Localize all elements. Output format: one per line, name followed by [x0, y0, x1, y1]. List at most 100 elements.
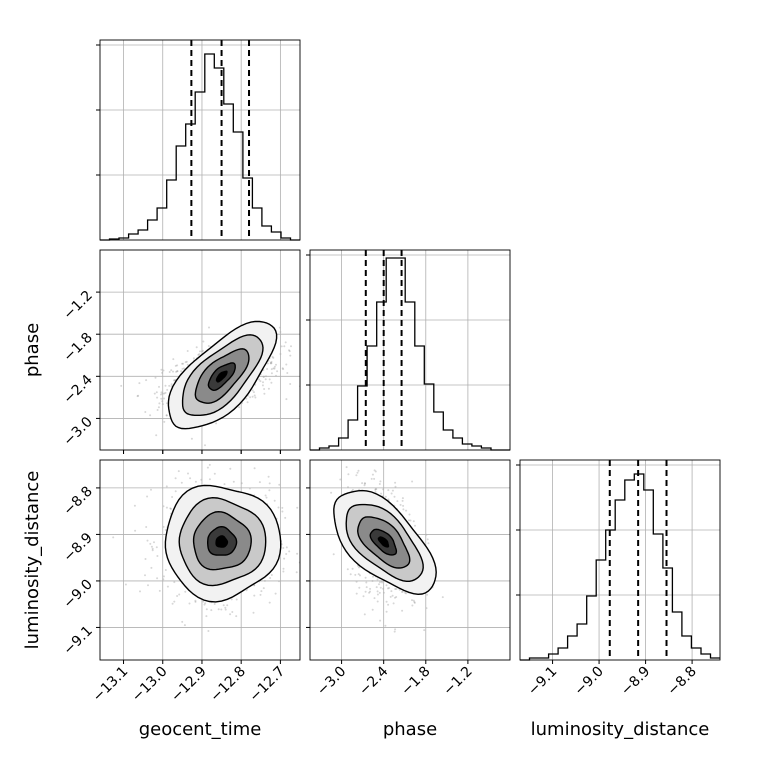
panel-luminosity-distance-vs-phase-point — [372, 575, 374, 578]
panel-luminosity-distance-vs-geocent-time-point — [133, 504, 136, 507]
panel-luminosity-distance-vs-phase-point — [401, 609, 404, 612]
panel-phase-vs-geocent-time-point — [268, 378, 271, 381]
panel-luminosity-distance-vs-geocent-time-point — [112, 536, 115, 539]
panel-phase-vs-geocent-time-point — [155, 434, 158, 437]
panel-phase-vs-geocent-time-point — [282, 368, 285, 371]
panel-phase-vs-geocent-time-point — [168, 371, 171, 373]
panel-luminosity-distance-vs-phase-point — [385, 610, 388, 613]
panel-phase-vs-geocent-time-point — [144, 411, 147, 413]
hist-panel-phase-frame — [309, 249, 511, 451]
panel-luminosity-distance-vs-phase-point — [378, 583, 380, 586]
x-tick-label-geocent-time-1: −13.0 — [129, 664, 171, 706]
panel-phase-vs-geocent-time-point — [270, 368, 273, 371]
panel-luminosity-distance-vs-phase-point — [409, 519, 412, 522]
panel-luminosity-distance-vs-geocent-time-point — [194, 600, 197, 603]
panel-luminosity-distance-vs-geocent-time-point — [165, 506, 168, 509]
panel-luminosity-distance-vs-geocent-time-point — [301, 570, 303, 572]
panel-luminosity-distance-vs-geocent-time-point — [278, 483, 281, 486]
panel-phase-vs-geocent-time-point — [176, 364, 179, 367]
panel-luminosity-distance-vs-phase-contour-2 — [356, 516, 411, 569]
panel-luminosity-distance-vs-phase-point — [413, 601, 416, 603]
panel-phase-vs-geocent-time-point — [160, 368, 163, 371]
panel-luminosity-distance-vs-phase-point — [379, 586, 382, 589]
panel-luminosity-distance-vs-geocent-time-point — [224, 608, 227, 611]
panel-phase-vs-geocent-time-point — [172, 370, 174, 373]
panel-luminosity-distance-vs-phase-point — [364, 590, 367, 593]
panel-phase-vs-geocent-time-point — [246, 401, 249, 404]
panel-phase-vs-geocent-time-point — [312, 337, 314, 339]
panel-phase-vs-geocent-time-point — [155, 391, 158, 394]
panel-luminosity-distance-vs-geocent-time-point — [169, 507, 172, 510]
panel-luminosity-distance-vs-phase-point — [394, 628, 397, 631]
panel-phase-vs-geocent-time-point — [252, 391, 255, 394]
x-axis-title-phase: phase — [383, 719, 437, 740]
panel-luminosity-distance-vs-phase-point — [373, 597, 376, 600]
panel-luminosity-distance-vs-geocent-time-point — [281, 506, 284, 509]
panel-luminosity-distance-vs-geocent-time-point — [222, 604, 225, 607]
panel-luminosity-distance-vs-geocent-time-point — [231, 611, 234, 613]
panel-luminosity-distance-vs-geocent-time-point — [283, 557, 286, 560]
panel-phase-vs-geocent-time-point — [269, 361, 272, 364]
panel-luminosity-distance-vs-phase-point — [401, 590, 404, 593]
panel-luminosity-distance-vs-geocent-time-point — [173, 581, 176, 584]
panel-luminosity-distance-vs-geocent-time-point — [187, 472, 189, 475]
panel-luminosity-distance-vs-phase-point — [358, 566, 360, 569]
panel-luminosity-distance-vs-phase-point — [411, 599, 413, 602]
panel-luminosity-distance-vs-phase-point — [384, 624, 387, 627]
panel-luminosity-distance-vs-phase-point — [374, 488, 377, 491]
panel-phase-vs-geocent-time-point — [215, 422, 218, 425]
panel-luminosity-distance-vs-geocent-time-point — [146, 539, 149, 542]
panel-luminosity-distance-vs-geocent-time-point — [164, 569, 167, 571]
panel-phase-vs-geocent-time-point — [261, 384, 264, 387]
panel-luminosity-distance-vs-phase-frame — [309, 459, 511, 661]
panel-luminosity-distance-vs-geocent-time-point — [156, 577, 159, 580]
panel-luminosity-distance-vs-geocent-time-point — [149, 542, 152, 545]
panel-phase-vs-geocent-time-point — [259, 380, 262, 383]
panel-luminosity-distance-vs-phase-point — [374, 491, 377, 493]
panel-luminosity-distance-vs-phase-point — [376, 578, 379, 581]
panel-luminosity-distance-vs-geocent-time-contour-3 — [207, 525, 238, 556]
panel-phase-vs-geocent-time-point — [280, 345, 283, 348]
panel-phase-vs-geocent-time-point — [204, 444, 206, 447]
panel-phase-vs-geocent-time-contour-1 — [181, 334, 264, 416]
panel-phase-vs-geocent-time-point — [120, 384, 123, 387]
panel-luminosity-distance-vs-phase-point — [394, 481, 397, 484]
panel-luminosity-distance-vs-phase-point — [395, 588, 398, 590]
panel-luminosity-distance-vs-phase-point — [351, 488, 354, 491]
panel-luminosity-distance-vs-phase-point — [427, 542, 430, 545]
panel-luminosity-distance-vs-geocent-time-point — [274, 592, 277, 595]
panel-luminosity-distance-vs-phase-point — [414, 524, 416, 527]
hist-panel-luminosity-distance-histogram — [520, 473, 720, 661]
x-tick-label-geocent-time-4: −12.7 — [247, 664, 289, 706]
x-tick-label-geocent-time-3: −12.8 — [207, 664, 249, 706]
panel-luminosity-distance-vs-phase-point — [365, 586, 368, 589]
panel-phase-vs-geocent-time-density-4 — [215, 370, 228, 383]
panel-luminosity-distance-vs-geocent-time-point — [229, 613, 232, 616]
panel-phase-vs-geocent-time-point — [195, 346, 198, 349]
panel-phase-vs-geocent-time-point — [238, 406, 241, 409]
panel-luminosity-distance-vs-phase-point — [394, 596, 396, 599]
panel-luminosity-distance-vs-phase-point — [387, 498, 390, 501]
panel-luminosity-distance-vs-phase-point — [378, 591, 381, 594]
panel-luminosity-distance-vs-geocent-time-point — [269, 577, 272, 579]
panel-luminosity-distance-vs-phase-point — [405, 509, 408, 512]
panel-luminosity-distance-vs-geocent-time-point — [268, 489, 271, 492]
y-axis-title-luminosity-distance: luminosity_distance — [22, 471, 43, 650]
panel-luminosity-distance-vs-phase-point — [375, 586, 378, 589]
panel-luminosity-distance-vs-phase-point — [364, 576, 367, 579]
panel-luminosity-distance-vs-geocent-time-point — [204, 602, 207, 605]
panel-luminosity-distance-vs-phase-point — [361, 482, 364, 485]
panel-luminosity-distance-vs-phase-point — [379, 619, 382, 622]
panel-phase-vs-geocent-time-point — [136, 395, 139, 398]
panel-phase-vs-geocent-time-point — [185, 360, 188, 363]
panel-phase-vs-geocent-time-point — [253, 394, 256, 397]
panel-luminosity-distance-vs-geocent-time-point — [264, 494, 267, 497]
panel-luminosity-distance-vs-geocent-time-point — [220, 608, 223, 611]
panel-phase-vs-geocent-time-point — [160, 391, 163, 394]
panel-luminosity-distance-vs-geocent-time-point — [176, 595, 179, 597]
panel-luminosity-distance-vs-geocent-time-point — [210, 609, 213, 612]
panel-luminosity-distance-vs-phase-point — [411, 480, 414, 483]
panel-luminosity-distance-vs-geocent-time-point — [288, 550, 291, 553]
panel-luminosity-distance-vs-geocent-time-point — [285, 546, 288, 549]
panel-phase-vs-geocent-time-point — [181, 362, 184, 365]
